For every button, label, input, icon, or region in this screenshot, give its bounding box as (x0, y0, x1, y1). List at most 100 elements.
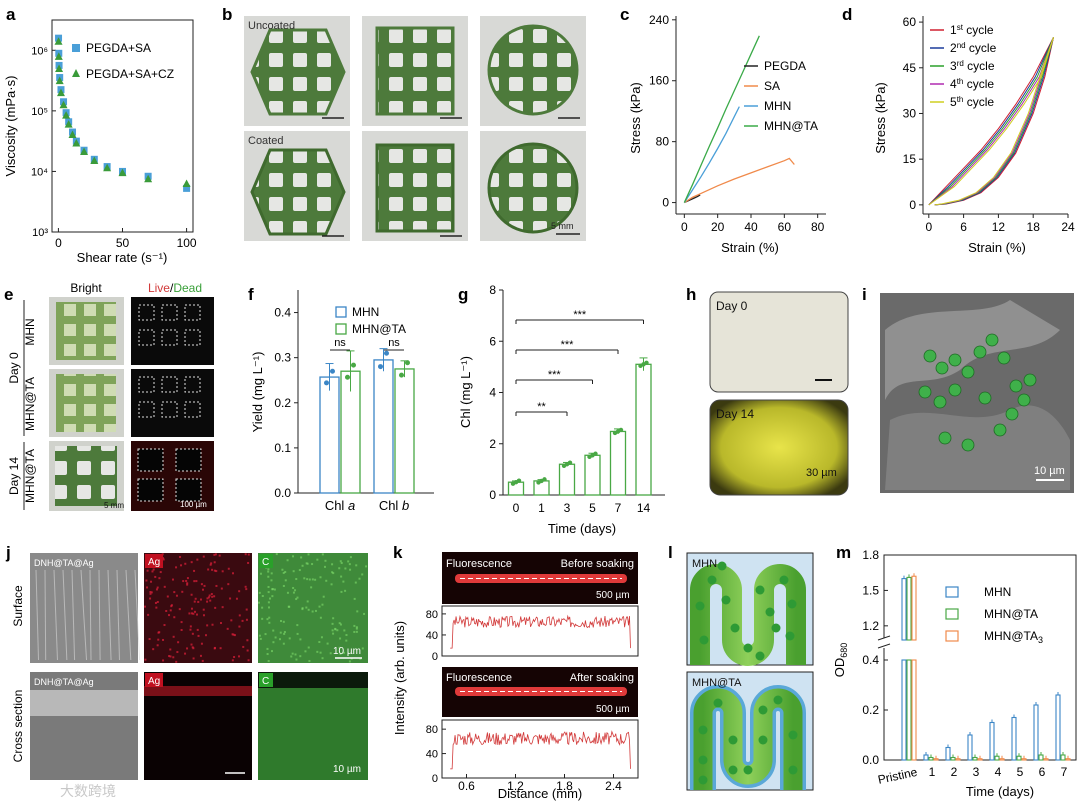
l-algae-cell (728, 735, 738, 745)
m-legend-swatch (945, 586, 959, 598)
e-dashed-square (138, 401, 155, 418)
k-ytick-label: 0 (432, 773, 438, 785)
j-ag-speckle (221, 570, 224, 573)
j-c-speckle (299, 655, 302, 658)
j-c-speckle (269, 597, 272, 600)
g-ytick-label: 6 (489, 334, 496, 348)
j-ag-speckle (170, 605, 173, 608)
j-ag-speckle (192, 657, 195, 660)
j-c-speckle (307, 553, 310, 556)
j-ag-speckle (173, 591, 176, 594)
g-xlabel: Time (days) (548, 521, 616, 536)
m-legend-label: MHN@TA (984, 607, 1038, 621)
c-legend-label: SA (764, 79, 780, 93)
k-intensity-trace (450, 614, 631, 649)
panel-letter-h: h (686, 285, 696, 304)
j-c-speckle (331, 571, 334, 574)
j-ag-speckle (148, 638, 151, 641)
f-dot (384, 350, 389, 356)
d-series-lines (928, 37, 1054, 206)
m-ytick-label: 1.2 (862, 619, 879, 633)
j-ag-speckle (211, 568, 214, 571)
j-c-speckle (281, 568, 284, 571)
panel-letter-l: l (668, 543, 673, 562)
m-xtick-label: 2 (951, 765, 958, 779)
l-algae-cell (758, 735, 768, 745)
j-ag-speckle (246, 649, 249, 652)
d-loading-curve (928, 37, 1054, 206)
j-c-speckle (268, 616, 271, 619)
e-bright-header: Bright (70, 281, 102, 295)
j-c-speckle (300, 556, 303, 559)
j-ag-speckle (175, 594, 178, 597)
j-c-speckle (267, 575, 270, 578)
m-chart-marks: 1.2 1.5 1.8 0.0 0.2 0.4 Pristine 1 2 3 4 5 6 7 MHN MHN@… (862, 548, 1071, 787)
j-ag-speckle (152, 568, 155, 571)
j-c-speckle (296, 632, 299, 635)
m-xtick-label: 6 (1039, 765, 1046, 779)
g-dot (593, 451, 598, 456)
j-c-speckle (336, 629, 339, 632)
panel-letter-j: j (5, 543, 11, 562)
j-c-speckle (286, 591, 289, 594)
c-xtick-label: 40 (744, 220, 758, 234)
j-ag-speckle (214, 606, 217, 609)
d-xtick-label: 0 (925, 220, 932, 234)
j-c-speckle (282, 571, 285, 574)
d-legend-num: 2 (950, 41, 957, 55)
j-ag-speckle (197, 600, 200, 603)
a-point-triangle (103, 163, 112, 172)
l-algae-cell (717, 561, 727, 571)
j-c-speckle (345, 634, 348, 637)
d-ytick-label: 15 (903, 152, 917, 166)
j-c-speckle (332, 572, 335, 575)
j-sem-crack (125, 569, 132, 661)
j-ag-speckle (213, 561, 216, 564)
j-ag-speckle (180, 629, 183, 632)
j-c-speckle (353, 630, 356, 633)
j-ag-speckle (244, 553, 247, 556)
j-c-speckle (267, 570, 270, 573)
j-ag-speckle (200, 583, 203, 586)
j-ag-speckle (242, 645, 245, 648)
c-axis-ticks: 0 20 40 60 80 0 80 160 240 (649, 13, 825, 234)
j-c-speckle (259, 572, 262, 575)
m-bar (989, 721, 995, 761)
k-ytick-label: 40 (426, 630, 438, 642)
b-round-scaffold (487, 24, 579, 116)
j-c-speckle (261, 595, 264, 598)
k-xtick-label: 1.8 (556, 779, 573, 793)
j-c-top (258, 672, 368, 688)
j-c-speckle (267, 659, 270, 662)
g-ytick-label: 4 (489, 386, 496, 400)
watermark: 大数跨境 (60, 783, 116, 799)
i-algae-cell (923, 349, 937, 363)
d-legend-label: 3rd cycle (950, 59, 995, 73)
j-c-speckle (292, 570, 295, 573)
j-ag-speckle (195, 613, 198, 616)
j-ag-speckle (214, 553, 217, 556)
m-bar-continued (906, 659, 912, 761)
f-legend-swatch (335, 323, 347, 335)
a-point-triangle (64, 120, 73, 128)
m-bar (977, 758, 983, 761)
i-algae-cell (1017, 393, 1031, 407)
m-bar (967, 734, 973, 761)
h-day14-label: Day 14 (716, 407, 754, 421)
j-ag-speckle (169, 655, 172, 658)
j-cross-label: Cross section (11, 690, 25, 763)
panel-letter-c: c (620, 5, 629, 24)
d-legend-word: cycle (963, 23, 994, 37)
j-ag-speckle (175, 660, 178, 663)
panel-letter-i: i (862, 285, 867, 304)
l-algae-cell (788, 765, 798, 775)
m-axis-break (877, 643, 891, 649)
j-ag-speckle (226, 627, 229, 630)
a-point-triangle (59, 100, 68, 109)
f-bar (319, 376, 340, 494)
c-xlabel: Strain (%) (721, 240, 779, 255)
g-bar (609, 430, 627, 496)
j-c-speckle (343, 651, 346, 654)
i-algae-cell (1005, 407, 1019, 421)
c-legend: PEGDA SA MHN MHN@TA (744, 59, 818, 133)
